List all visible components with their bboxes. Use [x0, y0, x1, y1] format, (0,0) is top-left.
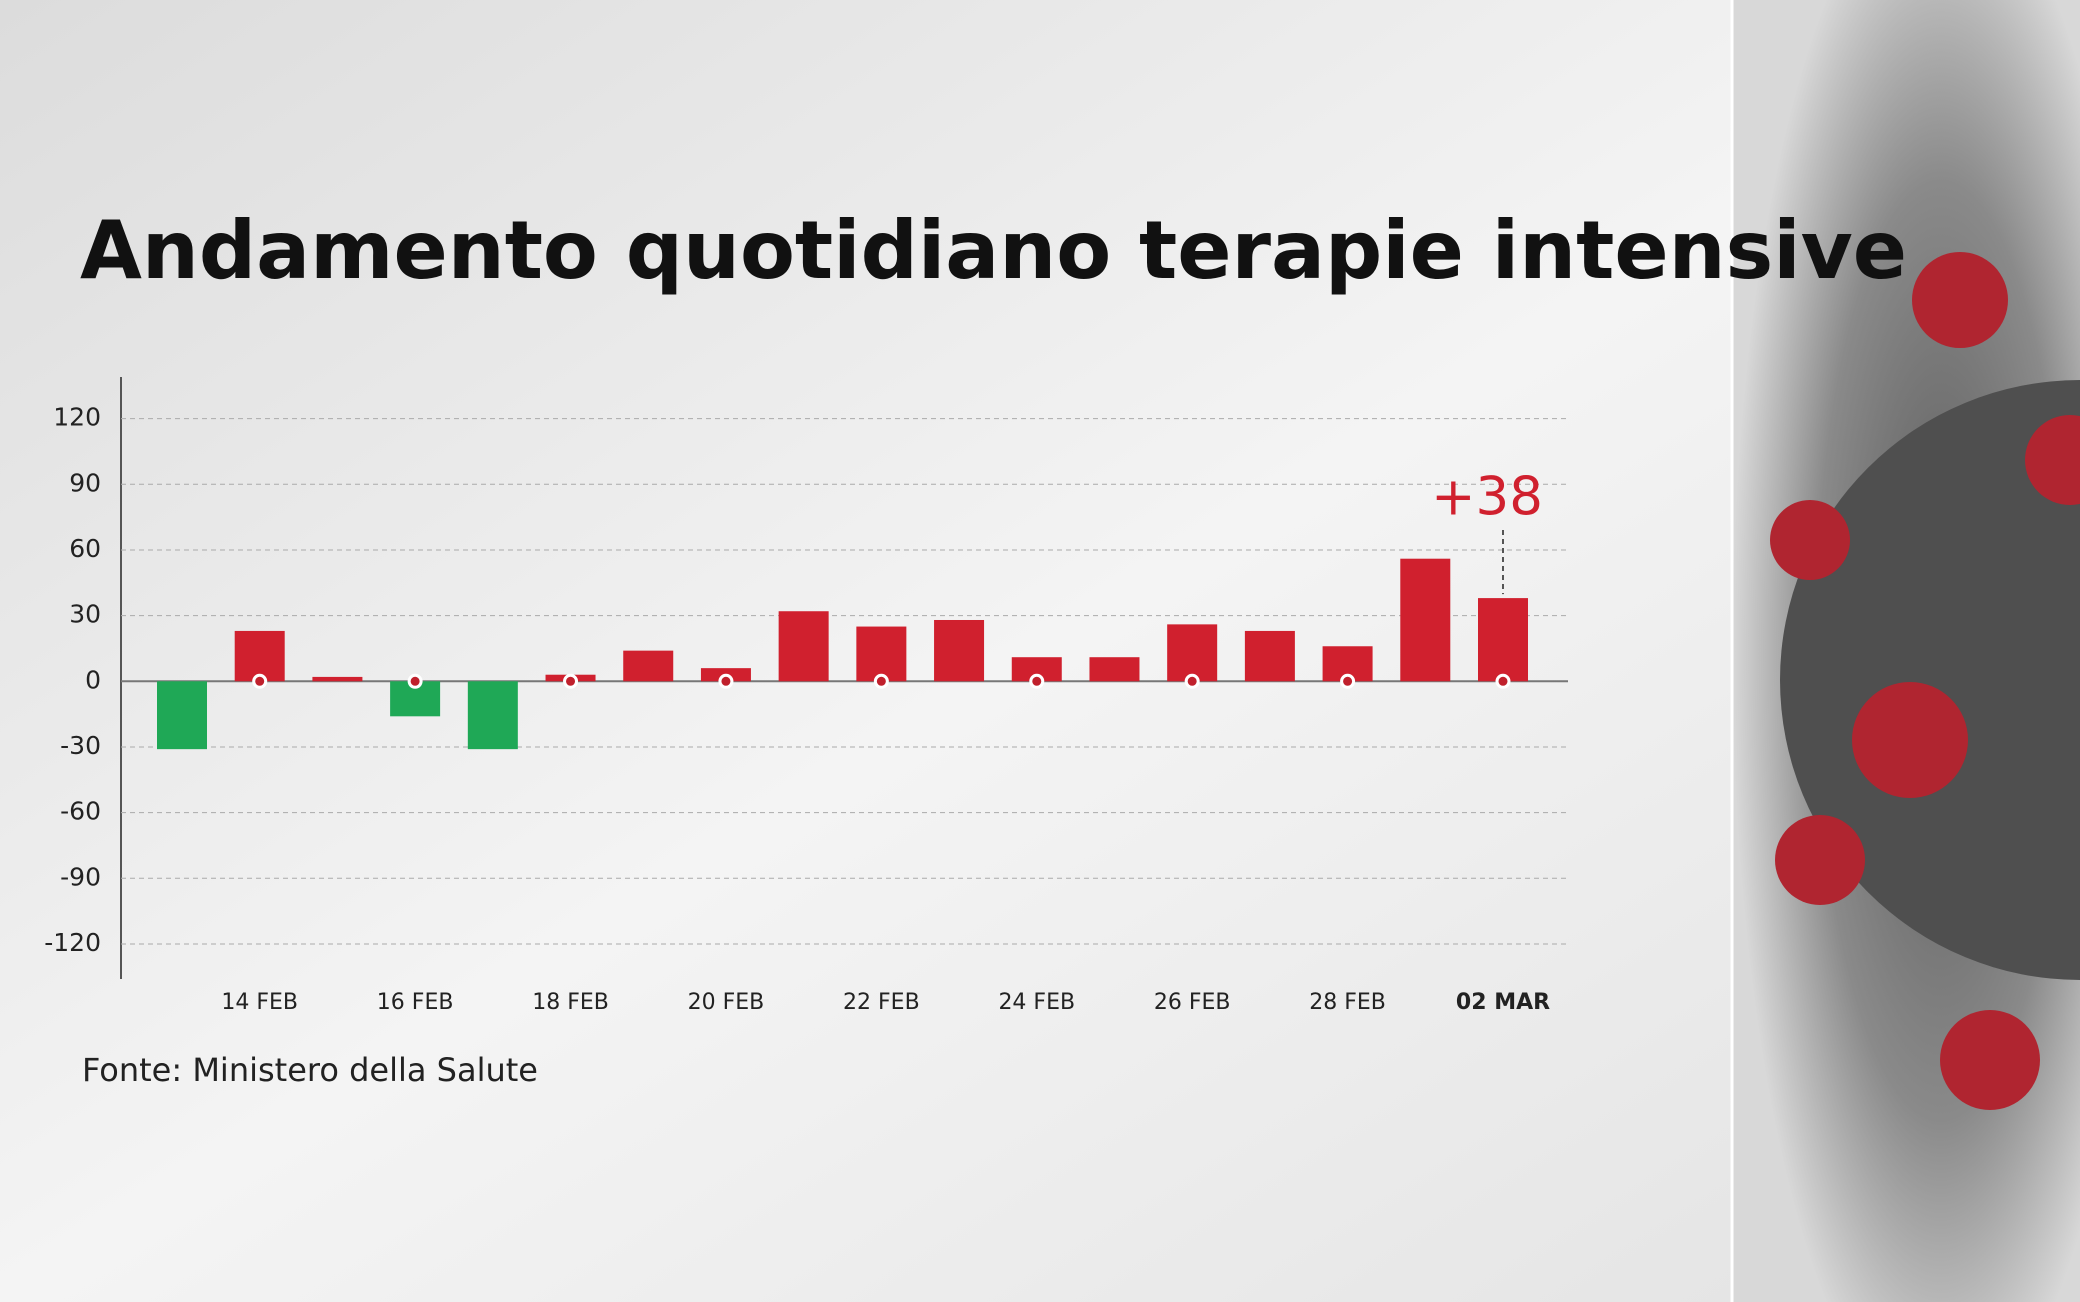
- y-tick-label: 30: [69, 600, 101, 629]
- x-tick-label: 24 FEB: [998, 990, 1075, 1015]
- y-tick-label: -30: [60, 731, 101, 760]
- bar: [312, 676, 363, 682]
- x-tick-label: 14 FEB: [221, 990, 298, 1015]
- bar: [1089, 657, 1140, 682]
- tick-dot: [252, 673, 268, 689]
- y-tick-label: -90: [60, 862, 101, 891]
- tick-dot: [407, 673, 423, 689]
- bar: [467, 681, 518, 750]
- tick-dot: [1184, 673, 1200, 689]
- bar: [157, 681, 207, 750]
- value-label: +38: [1431, 467, 1543, 528]
- tick-dot: [1029, 673, 1045, 689]
- virus-body: [1780, 380, 2080, 980]
- tick-dot: [873, 673, 889, 689]
- y-tick-label: 120: [53, 403, 101, 432]
- bar: [934, 619, 985, 682]
- y-tick-label: -60: [60, 797, 101, 826]
- chart-title: Andamento quotidiano terapie intensive: [80, 204, 1907, 297]
- y-tick-label: 90: [69, 468, 101, 497]
- virus-spikes: [1770, 252, 2080, 1110]
- bar: [1478, 598, 1528, 682]
- x-tick-label: 20 FEB: [688, 990, 765, 1015]
- x-tick-label: 28 FEB: [1309, 990, 1386, 1015]
- tick-dot: [563, 673, 579, 689]
- y-tick-label: 0: [85, 665, 101, 694]
- bar: [1400, 558, 1451, 682]
- x-tick-label: 18 FEB: [532, 990, 609, 1015]
- y-tick-label: -120: [44, 928, 101, 957]
- source: Fonte: Ministero della Salute: [82, 1051, 538, 1089]
- x-tick-label: 22 FEB: [843, 990, 920, 1015]
- tick-dot: [718, 673, 734, 689]
- y-tick-label: 60: [69, 534, 101, 563]
- bar: [856, 626, 907, 682]
- x-tick-label: 26 FEB: [1154, 990, 1231, 1015]
- bar: [1167, 624, 1218, 682]
- bar: [623, 650, 674, 682]
- x-tick-label: 16 FEB: [377, 990, 454, 1015]
- bar: [234, 630, 285, 682]
- bar: [778, 611, 829, 682]
- tick-dot: [1340, 673, 1356, 689]
- tick-dot: [1495, 673, 1511, 689]
- x-tick-label: 02 MAR: [1456, 990, 1550, 1015]
- bar: [1244, 630, 1295, 682]
